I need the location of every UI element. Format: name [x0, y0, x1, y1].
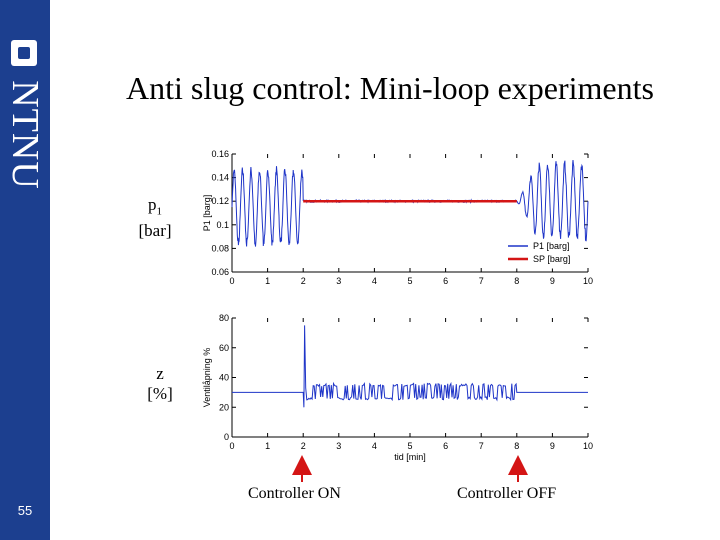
chart1-x-tick-label: 10: [583, 276, 593, 286]
chart2-y-label: Ventilåpning %: [202, 348, 212, 408]
z-axis-label: z [%]: [135, 364, 185, 404]
z-label-letter: z: [156, 364, 164, 383]
chart1-x-tick-label: 2: [301, 276, 306, 286]
legend-sp-label: SP [barg]: [533, 254, 570, 264]
chart1-x-tick-label: 3: [336, 276, 341, 286]
chart2-y-tick-label: 40: [219, 373, 229, 383]
slide-title: Anti slug control: Mini-loop experiments: [126, 70, 654, 106]
chart2-x-label: tid [min]: [394, 452, 426, 462]
ntnu-logo: NTNU: [0, 30, 50, 190]
p1-label-letter: p: [148, 195, 157, 214]
chart1-y-tick-label: 0.1: [216, 220, 229, 230]
series-z-line: [232, 325, 588, 408]
chart2-x-tick-label: 9: [550, 441, 555, 451]
chart2-x-tick-label: 0: [229, 441, 234, 451]
chart2-x-tick-label: 2: [301, 441, 306, 451]
chart2-y-tick-label: 80: [219, 313, 229, 323]
series-p1-line: [231, 160, 589, 247]
controller-on-label: Controller ON: [248, 485, 341, 502]
p1-label-unit: [bar]: [138, 221, 172, 241]
chart1-x-tick-label: 0: [229, 276, 234, 286]
chart2-y-tick-label: 20: [219, 402, 229, 412]
chart1-y-tick-label: 0.08: [211, 243, 229, 253]
chart2-x-tick-label: 3: [336, 441, 341, 451]
z-label-unit: [%]: [147, 384, 173, 403]
chart1-y-tick-label: 0.14: [211, 173, 229, 183]
p1-label-subscript: 1: [156, 205, 163, 218]
chart1-x-tick-label: 1: [265, 276, 270, 286]
logo-square-icon: [11, 40, 37, 66]
chart1-x-tick-label: 8: [514, 276, 519, 286]
legend-p1-label: P1 [barg]: [533, 241, 570, 251]
page-number: 55: [17, 503, 33, 518]
chart1-x-tick-label: 9: [550, 276, 555, 286]
chart2-x-tick-label: 8: [514, 441, 519, 451]
chart2-x-tick-label: 4: [372, 441, 377, 451]
chart2-x-tick-label: 1: [265, 441, 270, 451]
chart1-y-tick-label: 0.16: [211, 149, 229, 159]
chart1-y-label: P1 [barg]: [202, 195, 212, 232]
controller-off-label: Controller OFF: [457, 485, 557, 502]
chart2-x-tick-label: 7: [479, 441, 484, 451]
p1-axis-label: p1 [bar]: [130, 195, 180, 241]
legend-box: [504, 239, 584, 269]
chart2-x-tick-label: 6: [443, 441, 448, 451]
chart2-y-tick-label: 60: [219, 343, 229, 353]
chart1-y-tick-label: 0.12: [211, 196, 229, 206]
chart2-y-tick-label: 0: [224, 432, 229, 442]
chart2-x-tick-label: 10: [583, 441, 593, 451]
chart1-x-tick-label: 4: [372, 276, 377, 286]
chart2-x-tick-label: 5: [407, 441, 412, 451]
chart1-x-tick-label: 5: [407, 276, 412, 286]
chart1-x-tick-label: 6: [443, 276, 448, 286]
chart1-x-tick-label: 7: [479, 276, 484, 286]
sidebar: NTNU 55: [0, 0, 50, 540]
chart1-y-tick-label: 0.06: [211, 267, 229, 277]
